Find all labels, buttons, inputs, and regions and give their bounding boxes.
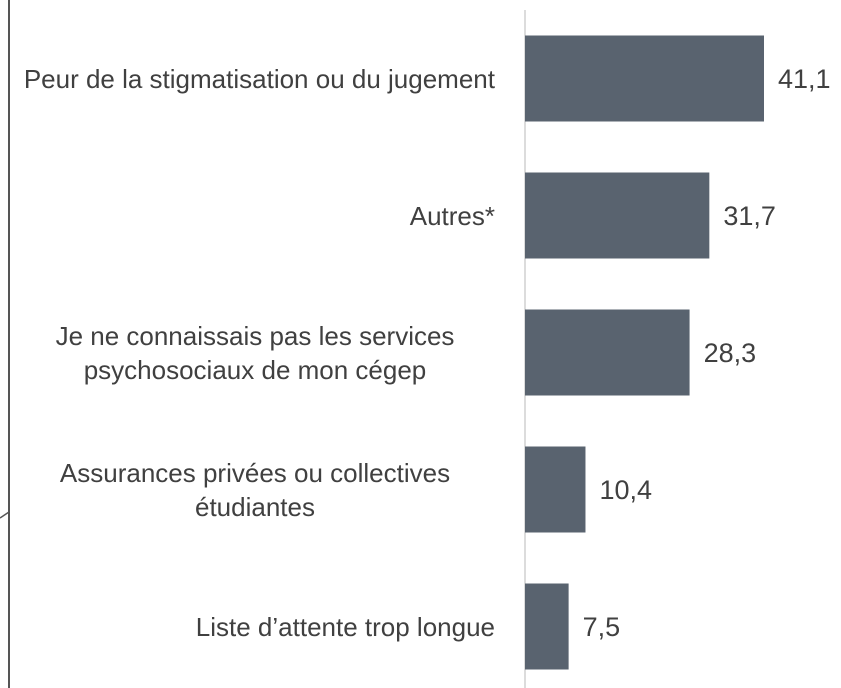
bar bbox=[525, 583, 569, 670]
category-text: Assurances privées ou collectives étudia… bbox=[59, 457, 451, 522]
category-text: Peur de la stigmatisation ou du jugement bbox=[23, 63, 495, 94]
value-label: 7,5 bbox=[582, 611, 621, 642]
category-text: Liste d’attente trop longue bbox=[195, 611, 495, 642]
category-label: Liste d’attente trop longue bbox=[15, 610, 495, 644]
bar bbox=[525, 35, 764, 122]
category-label: Peur de la stigmatisation ou du jugement bbox=[15, 62, 495, 96]
value-label: 31,7 bbox=[723, 200, 776, 231]
value-label: 41,1 bbox=[777, 63, 831, 94]
category-text: Je ne connaissais pas les services psych… bbox=[55, 320, 455, 385]
category-label: Assurances privées ou collectives étudia… bbox=[15, 456, 495, 524]
category-label: Je ne connaissais pas les services psych… bbox=[15, 319, 495, 387]
category-label: Autres* bbox=[15, 199, 495, 233]
category-text: Autres* bbox=[409, 200, 495, 231]
value-label: 10,4 bbox=[599, 474, 653, 505]
bar bbox=[525, 446, 586, 533]
bar bbox=[525, 309, 690, 396]
value-label: 28,3 bbox=[703, 337, 757, 368]
bar bbox=[525, 172, 710, 259]
frame-tick bbox=[0, 511, 10, 519]
